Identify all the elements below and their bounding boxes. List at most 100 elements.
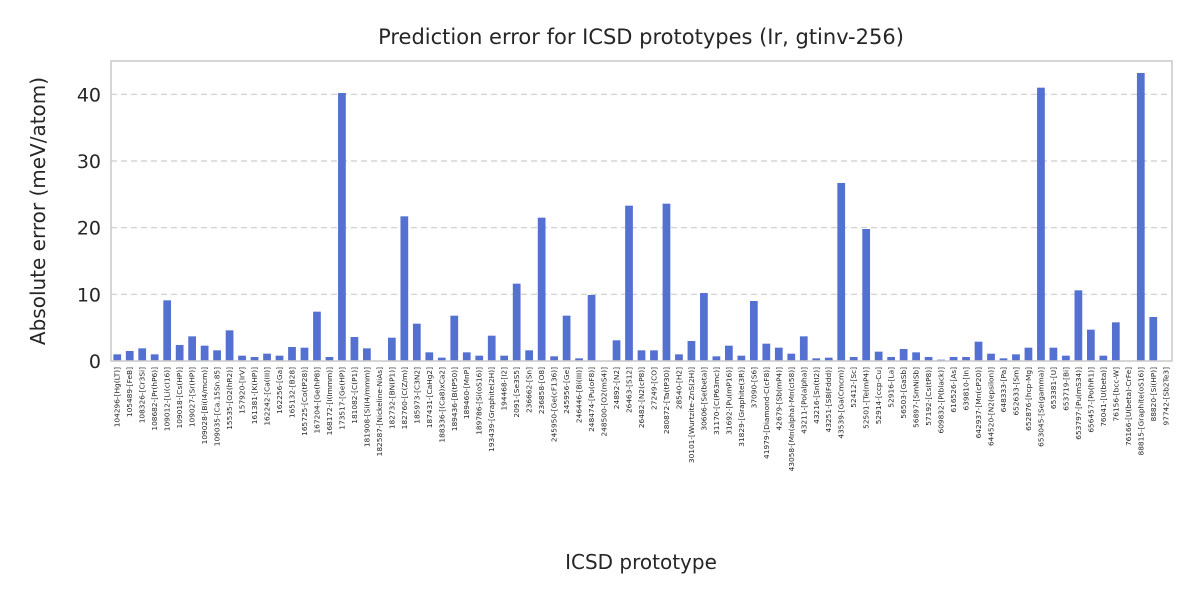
x-tick-label: 26482-[N2(cP8)] bbox=[637, 367, 646, 428]
bar bbox=[1149, 317, 1158, 361]
bar bbox=[1012, 354, 1020, 361]
x-tick-label: 182732-[BN(P1)] bbox=[387, 367, 396, 429]
x-tick-label: 28540-[H2] bbox=[674, 367, 683, 409]
bar bbox=[500, 355, 509, 361]
y-axis-label: Absolute error (meV/atom) bbox=[26, 77, 50, 345]
x-tick-label: 173517-[Ge(HP)] bbox=[337, 367, 346, 430]
bar bbox=[700, 293, 708, 361]
bar bbox=[774, 347, 783, 361]
bar bbox=[899, 349, 908, 361]
x-tick-label: 653045-[Se(gamma)] bbox=[1036, 367, 1045, 447]
x-tick-label: 88815-[Graphite(oS16)] bbox=[1136, 367, 1145, 456]
bar bbox=[125, 351, 134, 361]
bar bbox=[974, 341, 983, 361]
x-tick-label: 31829-[Graphite(3R)] bbox=[737, 367, 746, 447]
bar bbox=[987, 353, 995, 361]
x-tick-label: 56503-[GaSb] bbox=[899, 367, 908, 419]
bar bbox=[1136, 73, 1145, 361]
bar bbox=[288, 347, 296, 361]
x-tick-label: 280872-[Ta(tP30)] bbox=[662, 367, 671, 434]
x-tick-label: 43251-[S8(Fddd)] bbox=[824, 367, 833, 433]
x-tick-label: 653381-[U] bbox=[1049, 367, 1058, 409]
bar bbox=[612, 340, 621, 361]
bar bbox=[787, 353, 796, 361]
x-tick-label: 653797-[Pu(mS34)] bbox=[1074, 367, 1083, 440]
x-tick-label: 189436-[B(tP50)] bbox=[450, 367, 459, 431]
bar bbox=[150, 354, 159, 361]
x-tick-label: 26463-[S12] bbox=[625, 367, 634, 413]
x-tick-label: 189786-[Si(oS16)] bbox=[475, 367, 484, 435]
bar bbox=[300, 347, 309, 361]
x-tick-label: 182587-[Nickeline-NiAs] bbox=[375, 367, 384, 456]
bar bbox=[837, 183, 846, 361]
x-tick-label: 52412-[Sc] bbox=[849, 367, 858, 408]
x-tick-label: 656457-[Po(hR1)] bbox=[1086, 367, 1095, 433]
bar bbox=[250, 357, 259, 361]
bar bbox=[949, 357, 958, 361]
x-tick-label: 652876-[hcp-Mg] bbox=[1024, 367, 1033, 431]
x-tick-label: 41979-[Diamond-C(cF8)] bbox=[762, 367, 771, 459]
x-tick-label: 109018-[Cs(HP)] bbox=[175, 367, 184, 429]
bar bbox=[1049, 347, 1058, 361]
bar bbox=[138, 348, 147, 361]
bar bbox=[824, 357, 833, 361]
bar bbox=[725, 345, 733, 361]
x-tick-label: 15535-[O2(hR2)] bbox=[225, 367, 234, 430]
x-tick-label: 168172-[I(Immm)] bbox=[325, 367, 334, 435]
bar bbox=[1074, 290, 1083, 361]
x-tick-label: 157920-[IrV] bbox=[238, 367, 247, 414]
x-tick-label: 31170-[C(P63mc)] bbox=[712, 367, 721, 435]
x-tick-label: 108326-[Cr3Si] bbox=[138, 367, 147, 423]
x-tick-label: 194468-[I2] bbox=[500, 367, 509, 411]
x-tick-label: 642937-[Mn(cP20)] bbox=[974, 367, 983, 439]
x-tick-label: 248474-[Pu(oF8)] bbox=[587, 367, 596, 432]
bar bbox=[450, 315, 459, 361]
x-tick-label: 245950-[Ge(cF136)] bbox=[550, 367, 559, 442]
bar bbox=[962, 357, 970, 361]
x-tick-label: 181908-[Si(I4/mmm)] bbox=[362, 367, 371, 447]
bar bbox=[1037, 87, 1045, 362]
bar bbox=[325, 357, 334, 361]
x-tick-label: 42679-[Sb(mP4)] bbox=[774, 367, 783, 431]
x-tick-label: 165725-[Co(tP28)] bbox=[300, 367, 309, 436]
bar bbox=[550, 356, 558, 361]
x-tick-label: 24892-[N2] bbox=[612, 367, 621, 409]
bar bbox=[275, 355, 284, 361]
x-tick-label: 181082-[C(P1)] bbox=[350, 367, 359, 424]
bar bbox=[912, 352, 920, 361]
x-tick-label: 185973-[C3N2] bbox=[412, 367, 421, 424]
x-tick-label: 27249-[CO] bbox=[649, 367, 658, 410]
bar bbox=[562, 315, 571, 361]
x-tick-label: 109028-[Bi(I4/mcm)] bbox=[200, 367, 209, 444]
bar bbox=[999, 358, 1008, 361]
bar bbox=[887, 357, 896, 361]
bar bbox=[363, 348, 371, 361]
bar bbox=[263, 353, 271, 361]
x-tick-label: 652633-[Sm] bbox=[1011, 367, 1020, 416]
x-tick-label: 653719-[Bi] bbox=[1061, 367, 1070, 411]
x-tick-label: 246446-[Bi(III)] bbox=[575, 367, 584, 423]
x-tick-label: 648333-[Pa] bbox=[999, 367, 1008, 412]
bar bbox=[675, 354, 683, 361]
x-tick-label: 108682-[Pr(hP6)] bbox=[150, 367, 159, 431]
x-tick-label: 187431-[CaHg2] bbox=[425, 367, 434, 428]
x-tick-label: 37090-[S6] bbox=[749, 367, 758, 408]
bar bbox=[1099, 355, 1108, 361]
x-tick-label: 245956-[Ge] bbox=[562, 367, 571, 414]
bar bbox=[188, 336, 197, 361]
bar bbox=[537, 217, 546, 361]
x-tick-label: 76041-[U(beta)] bbox=[1099, 367, 1108, 427]
bar bbox=[400, 216, 409, 361]
x-tick-label: 56897-[SmNiSb] bbox=[912, 367, 921, 428]
x-tick-label: 616526-[As] bbox=[949, 367, 958, 413]
bar bbox=[687, 341, 696, 361]
x-tick-label: 193439-[Graphite(2H)] bbox=[487, 367, 496, 452]
x-tick-label: 109027-[Sr(HP)] bbox=[188, 367, 197, 427]
x-tick-label: 165132-[B28] bbox=[287, 367, 296, 418]
x-tick-label: 236662-[Sn] bbox=[525, 367, 534, 413]
bars bbox=[113, 73, 1158, 362]
bar bbox=[812, 358, 821, 361]
x-tick-label: 104296-[Hg(LT)] bbox=[113, 367, 122, 427]
bar bbox=[425, 352, 434, 361]
